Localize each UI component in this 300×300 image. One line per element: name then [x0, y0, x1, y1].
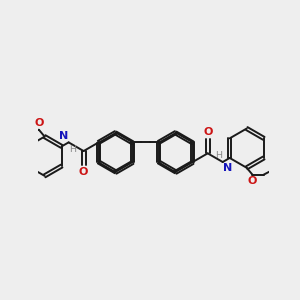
Text: H: H	[69, 145, 76, 154]
Text: O: O	[79, 167, 88, 177]
Text: H: H	[215, 151, 222, 160]
Text: O: O	[203, 127, 212, 137]
Text: O: O	[248, 176, 257, 186]
Text: O: O	[34, 118, 44, 128]
Text: N: N	[224, 163, 233, 173]
Text: N: N	[59, 131, 68, 142]
